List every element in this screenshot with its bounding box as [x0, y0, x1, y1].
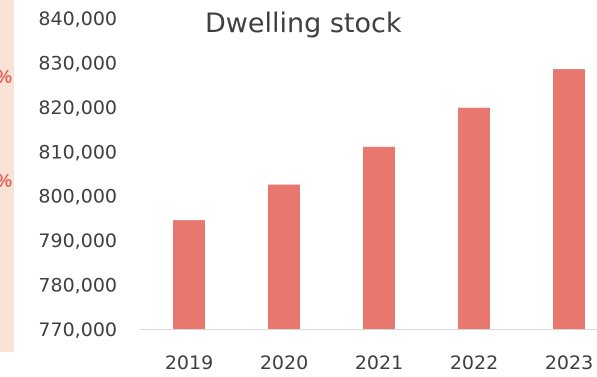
side-panel-edge: % % — [0, 0, 14, 352]
y-tick-label: 820,000 — [38, 97, 117, 119]
y-tick-label: 780,000 — [38, 275, 117, 297]
bar-2021 — [363, 146, 395, 329]
bar-2023 — [553, 69, 585, 329]
y-tick-label: 790,000 — [38, 230, 117, 252]
y-tick-label: 810,000 — [38, 141, 117, 163]
percent-glyph: % — [0, 172, 12, 190]
x-tick-label: 2019 — [165, 352, 213, 374]
bar-2019 — [173, 220, 205, 329]
x-tick-label: 2020 — [260, 352, 308, 374]
y-tick-label: 800,000 — [38, 186, 117, 208]
y-tick-label: 840,000 — [38, 8, 117, 30]
x-tick-label: 2023 — [545, 352, 593, 374]
percent-glyph: % — [0, 68, 12, 86]
x-tick-label: 2021 — [355, 352, 403, 374]
bar-2022 — [458, 107, 490, 329]
chart-title: Dwelling stock — [205, 8, 402, 39]
x-tick-label: 2022 — [450, 352, 498, 374]
bar-2020 — [268, 184, 300, 329]
y-tick-label: 770,000 — [38, 319, 117, 341]
y-tick-label: 830,000 — [38, 52, 117, 74]
